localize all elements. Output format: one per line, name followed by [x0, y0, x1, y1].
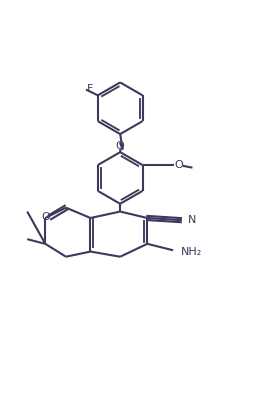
Text: O: O: [116, 141, 124, 151]
Text: F: F: [87, 84, 93, 94]
Text: NH₂: NH₂: [181, 247, 202, 256]
Text: O: O: [174, 160, 183, 170]
Text: N: N: [188, 215, 196, 225]
Text: O: O: [41, 212, 50, 222]
